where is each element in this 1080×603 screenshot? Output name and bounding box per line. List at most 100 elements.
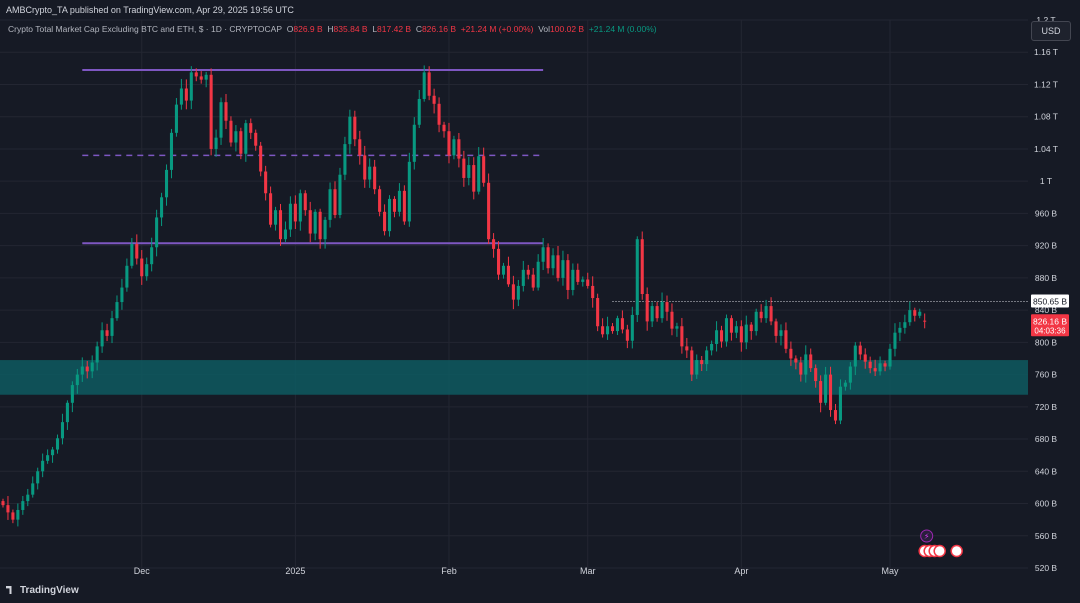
candle-body bbox=[110, 318, 114, 336]
candle-body bbox=[442, 124, 446, 132]
candle-body bbox=[278, 210, 283, 240]
candle-body bbox=[506, 265, 510, 285]
y-tick-label: 1.16 T bbox=[1034, 47, 1058, 57]
candle-body bbox=[794, 358, 798, 363]
candle-body bbox=[774, 321, 778, 336]
candle-body bbox=[135, 244, 139, 259]
candle-body bbox=[55, 438, 60, 450]
lightning-glyph: ⚡ bbox=[924, 532, 930, 541]
candle-body bbox=[814, 368, 818, 382]
close-label: C bbox=[415, 24, 422, 34]
candle-body bbox=[219, 102, 223, 138]
candle-body bbox=[338, 174, 342, 216]
x-tick-label: 2025 bbox=[285, 566, 305, 576]
candle-body bbox=[1, 501, 5, 506]
currency-button[interactable]: USD bbox=[1031, 21, 1071, 41]
x-tick-label: Mar bbox=[580, 566, 596, 576]
tradingview-logo[interactable]: TradingView bbox=[6, 585, 79, 596]
candle-body bbox=[145, 264, 149, 277]
y-tick-label: 680 B bbox=[1035, 434, 1058, 444]
candle-body bbox=[392, 198, 397, 212]
candle-body bbox=[318, 211, 322, 240]
candle-body bbox=[541, 247, 545, 262]
y-tick-label: 720 B bbox=[1035, 402, 1058, 412]
candle-body bbox=[492, 239, 496, 249]
candle-body bbox=[115, 302, 119, 319]
candle-body bbox=[308, 210, 312, 234]
us-flag-event-icon[interactable] bbox=[950, 544, 963, 558]
brand-label: TradingView bbox=[20, 585, 79, 596]
symbol-title[interactable]: Crypto Total Market Cap Excluding BTC an… bbox=[8, 24, 282, 34]
candle-body bbox=[397, 190, 401, 212]
y-tick-label: 920 B bbox=[1035, 241, 1058, 251]
last-price-tag bbox=[1031, 314, 1069, 337]
candle-body bbox=[749, 324, 753, 332]
candle-body bbox=[843, 382, 847, 387]
candle-body bbox=[70, 385, 74, 403]
candle-body bbox=[155, 217, 159, 248]
countdown-value: 04:03:36 bbox=[1034, 326, 1066, 335]
candle-body bbox=[690, 350, 694, 375]
high-value: 835.84 B bbox=[333, 24, 368, 34]
candle-body bbox=[288, 203, 292, 230]
us-flag-event-icon[interactable] bbox=[933, 544, 946, 558]
candle-body bbox=[462, 158, 466, 178]
candle-body bbox=[848, 366, 852, 383]
candle-body bbox=[606, 326, 610, 335]
candle-body bbox=[189, 72, 193, 101]
candle-body bbox=[160, 197, 164, 218]
candle-body bbox=[759, 311, 763, 319]
candle-body bbox=[164, 169, 169, 198]
x-tick-label: May bbox=[881, 566, 899, 576]
candle-body bbox=[274, 210, 278, 225]
candle-body bbox=[635, 239, 639, 315]
candle-body bbox=[323, 219, 327, 240]
candle-body bbox=[85, 366, 89, 372]
candle-body bbox=[283, 229, 287, 240]
candle-body bbox=[353, 116, 357, 140]
candle-body bbox=[809, 354, 813, 369]
vol-change-value: +21.24 M (0.00%) bbox=[588, 24, 657, 34]
candle-body bbox=[36, 471, 40, 484]
y-tick-label: 1.04 T bbox=[1034, 144, 1058, 154]
candle-body bbox=[383, 211, 387, 232]
candle-body bbox=[888, 348, 892, 367]
y-tick-label: 760 B bbox=[1035, 370, 1058, 380]
candle-body bbox=[41, 460, 45, 472]
candle-body bbox=[65, 402, 69, 423]
candle-body bbox=[769, 306, 773, 322]
candle-body bbox=[680, 326, 684, 347]
candle-body bbox=[21, 501, 25, 510]
candle-body bbox=[333, 189, 337, 216]
candle-body bbox=[630, 314, 634, 341]
candle-body bbox=[670, 311, 674, 329]
candle-body bbox=[685, 346, 689, 351]
candle-body bbox=[556, 255, 560, 278]
candle-body bbox=[487, 182, 491, 240]
candle-body bbox=[432, 95, 436, 104]
y-tick-label: 960 B bbox=[1035, 208, 1058, 218]
candle-body bbox=[11, 512, 15, 520]
candle-body bbox=[51, 449, 55, 456]
candle-body bbox=[412, 124, 416, 162]
candle-body bbox=[169, 132, 174, 170]
candle-body bbox=[610, 326, 615, 332]
vol-value: 100.02 B bbox=[550, 24, 585, 34]
candle-body bbox=[596, 298, 600, 327]
candle-body bbox=[804, 354, 808, 375]
candle-body bbox=[625, 329, 629, 341]
candle-body bbox=[259, 145, 263, 172]
candle-body bbox=[715, 330, 719, 344]
lightning-event-icon[interactable] bbox=[920, 529, 934, 543]
candle-body bbox=[923, 320, 927, 322]
candle-body bbox=[244, 123, 248, 154]
candle-body bbox=[918, 311, 922, 316]
y-tick-label: 1 T bbox=[1040, 176, 1052, 186]
candle-body bbox=[179, 88, 183, 105]
candle-body bbox=[328, 189, 332, 220]
candle-body bbox=[863, 354, 867, 362]
candle-body bbox=[472, 165, 476, 192]
candle-body bbox=[90, 362, 94, 372]
candle-body bbox=[407, 161, 411, 222]
